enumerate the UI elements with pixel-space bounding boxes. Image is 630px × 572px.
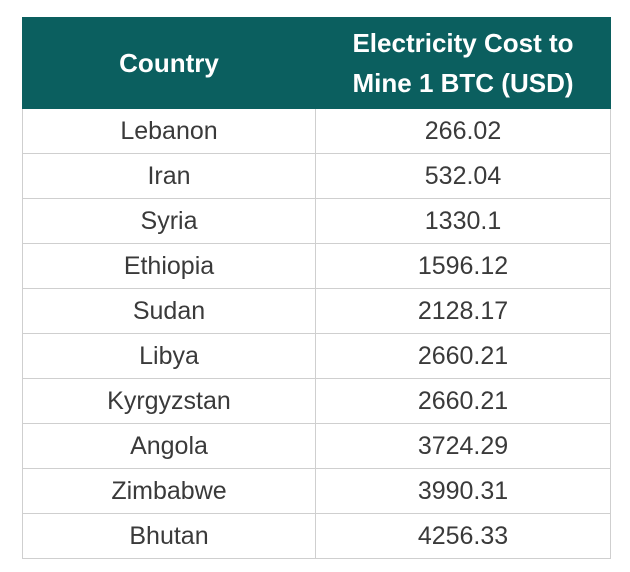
table-body: Lebanon 266.02 Iran 532.04 Syria 1330.1 Ethiop… xyxy=(22,108,611,559)
country-cell: Zimbabwe xyxy=(22,468,316,514)
column-header-country: Country xyxy=(22,17,316,109)
btc-mining-cost-table: Country Electricity Cost to Mine 1 BTC (… xyxy=(22,17,611,559)
table-row: Zimbabwe 3990.31 xyxy=(22,468,611,514)
table-row: Ethiopia 1596.12 xyxy=(22,243,611,289)
table-row: Sudan 2128.17 xyxy=(22,288,611,334)
table-header: Country Electricity Cost to Mine 1 BTC (… xyxy=(22,17,611,109)
cost-cell: 2660.21 xyxy=(315,378,611,424)
country-cell: Ethiopia xyxy=(22,243,316,289)
country-cell: Bhutan xyxy=(22,513,316,559)
cost-cell: 2128.17 xyxy=(315,288,611,334)
country-cell: Syria xyxy=(22,198,316,244)
cost-cell: 532.04 xyxy=(315,153,611,199)
country-cell: Kyrgyzstan xyxy=(22,378,316,424)
data-table-container: Country Electricity Cost to Mine 1 BTC (… xyxy=(22,17,611,559)
country-cell: Lebanon xyxy=(22,108,316,154)
table-row: Angola 3724.29 xyxy=(22,423,611,469)
country-cell: Libya xyxy=(22,333,316,379)
header-row: Country Electricity Cost to Mine 1 BTC (… xyxy=(22,17,611,109)
table-row: Syria 1330.1 xyxy=(22,198,611,244)
cost-cell: 3990.31 xyxy=(315,468,611,514)
country-cell: Iran xyxy=(22,153,316,199)
table-row: Kyrgyzstan 2660.21 xyxy=(22,378,611,424)
cost-cell: 4256.33 xyxy=(315,513,611,559)
table-row: Lebanon 266.02 xyxy=(22,108,611,154)
cost-cell: 266.02 xyxy=(315,108,611,154)
column-header-electricity-cost: Electricity Cost to Mine 1 BTC (USD) xyxy=(315,17,611,109)
table-row: Iran 532.04 xyxy=(22,153,611,199)
cost-cell: 2660.21 xyxy=(315,333,611,379)
table-row: Bhutan 4256.33 xyxy=(22,513,611,559)
country-cell: Sudan xyxy=(22,288,316,334)
country-cell: Angola xyxy=(22,423,316,469)
cost-cell: 1596.12 xyxy=(315,243,611,289)
cost-cell: 1330.1 xyxy=(315,198,611,244)
table-row: Libya 2660.21 xyxy=(22,333,611,379)
cost-cell: 3724.29 xyxy=(315,423,611,469)
